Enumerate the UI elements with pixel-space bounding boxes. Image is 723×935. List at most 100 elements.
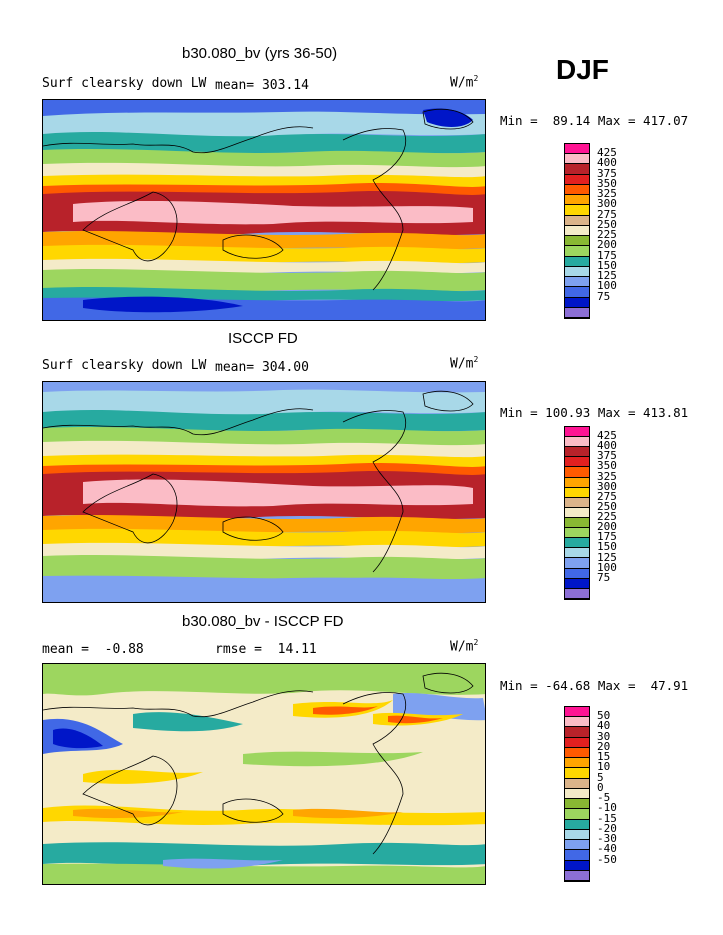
colorbar-swatch: [565, 297, 589, 308]
colorbar-swatch: [565, 174, 589, 185]
panel1-map: [42, 99, 486, 321]
colorbar-tick-label: -30: [597, 832, 617, 846]
colorbar-swatch: [565, 578, 589, 589]
colorbar-swatch: [565, 758, 589, 769]
colorbar-tick-label: -10: [597, 801, 617, 815]
colorbar-swatch: [565, 195, 589, 206]
colorbar-swatch: [565, 497, 589, 508]
colorbar-swatch: [565, 467, 589, 478]
colorbar-swatch: [565, 829, 589, 841]
colorbar-swatch: [565, 809, 589, 820]
colorbar-tick-label: 375: [597, 449, 617, 463]
colorbar-swatch: [565, 717, 589, 728]
colorbar-swatch: [565, 307, 589, 318]
colorbar-tick-label: -5: [597, 791, 611, 805]
panel2-min-max: Min = 100.93 Max = 413.81: [500, 405, 689, 420]
colorbar-tick-label: -15: [597, 811, 617, 825]
colorbar-tick-label: 75: [597, 289, 611, 303]
colorbar-swatch: [565, 860, 589, 871]
colorbar-tick-label: 100: [597, 560, 617, 574]
panel1-variable-label: Surf clearsky down LW: [42, 76, 207, 91]
colorbar-tick-label: 100: [597, 279, 617, 293]
colorbar-swatch: [565, 778, 589, 789]
colorbar-tick-label: 150: [597, 258, 617, 272]
panel3-min-max: Min = -64.68 Max = 47.91: [500, 678, 689, 693]
panel1-colorbar: [564, 143, 590, 319]
colorbar-swatch: [565, 457, 589, 468]
colorbar-tick-label: 325: [597, 187, 617, 201]
colorbar-swatch: [565, 768, 589, 779]
colorbar-tick-label: 250: [597, 217, 617, 231]
panel2-map: [42, 381, 486, 603]
colorbar-tick-label: 375: [597, 166, 617, 180]
colorbar-swatch: [565, 788, 589, 800]
colorbar-tick-label: 150: [597, 540, 617, 554]
colorbar-tick-label: -50: [597, 852, 617, 866]
colorbar-swatch: [565, 277, 589, 288]
colorbar-tick-label: 125: [597, 269, 617, 283]
colorbar-swatch: [565, 558, 589, 569]
colorbar-tick-label: 175: [597, 530, 617, 544]
colorbar-tick-label: -20: [597, 821, 617, 835]
colorbar-swatch: [565, 840, 589, 851]
colorbar-swatch: [565, 538, 589, 549]
colorbar-swatch: [565, 737, 589, 748]
colorbar-swatch: [565, 184, 589, 196]
colorbar-tick-label: 200: [597, 520, 617, 534]
colorbar-tick-label: 175: [597, 248, 617, 262]
panel1-units: W/m2: [450, 74, 479, 91]
colorbar-tick-label: 5: [597, 770, 604, 784]
colorbar-swatch: [565, 477, 589, 488]
panel1-title: b30.080_bv (yrs 36-50): [182, 45, 338, 62]
colorbar-tick-label: 200: [597, 238, 617, 252]
colorbar-tick-label: -40: [597, 842, 617, 856]
panel2-variable-label: Surf clearsky down LW: [42, 358, 207, 373]
colorbar-swatch: [565, 870, 589, 881]
panel2-mean: mean= 304.00: [215, 360, 309, 375]
colorbar-swatch: [565, 528, 589, 539]
colorbar-swatch: [565, 507, 589, 518]
panel3-title: b30.080_bv - ISCCP FD: [182, 613, 344, 630]
colorbar-tick-label: 10: [597, 760, 611, 774]
colorbar-tick-label: 350: [597, 176, 617, 190]
colorbar-swatch: [565, 144, 589, 155]
colorbar-swatch: [565, 568, 589, 579]
colorbar-swatch: [565, 266, 589, 278]
panel3-rmse: rmse = 14.11: [215, 642, 317, 657]
colorbar-swatch: [565, 727, 589, 738]
colorbar-tick-label: 30: [597, 729, 611, 743]
colorbar-tick-label: 350: [597, 459, 617, 473]
panel3-map: [42, 663, 486, 885]
panel3-units: W/m2: [450, 638, 479, 655]
panel2-colorbar: [564, 426, 590, 600]
colorbar-swatch: [565, 799, 589, 810]
colorbar-swatch: [565, 819, 589, 830]
colorbar-swatch: [565, 548, 589, 559]
colorbar-tick-label: 0: [597, 780, 604, 794]
season-label: DJF: [556, 54, 609, 85]
panel3-colorbar: [564, 706, 590, 882]
panel3-mean: mean = -0.88: [42, 642, 144, 657]
colorbar-tick-label: 20: [597, 739, 611, 753]
colorbar-tick-label: 125: [597, 550, 617, 564]
colorbar-tick-label: 275: [597, 207, 617, 221]
colorbar-swatch: [565, 427, 589, 438]
colorbar-tick-label: 425: [597, 429, 617, 443]
colorbar-swatch: [565, 517, 589, 529]
panel1-mean: mean= 303.14: [215, 78, 309, 93]
colorbar-tick-label: 425: [597, 146, 617, 160]
colorbar-swatch: [565, 236, 589, 247]
colorbar-swatch: [565, 437, 589, 448]
colorbar-swatch: [565, 225, 589, 237]
colorbar-swatch: [565, 588, 589, 599]
colorbar-swatch: [565, 154, 589, 165]
colorbar-tick-label: 300: [597, 197, 617, 211]
colorbar-tick-label: 400: [597, 439, 617, 453]
panel2-title: ISCCP FD: [228, 330, 298, 347]
colorbar-tick-label: 15: [597, 750, 611, 764]
colorbar-swatch: [565, 205, 589, 216]
colorbar-swatch: [565, 256, 589, 267]
colorbar-swatch: [565, 287, 589, 298]
colorbar-tick-label: 275: [597, 489, 617, 503]
colorbar-swatch: [565, 215, 589, 226]
